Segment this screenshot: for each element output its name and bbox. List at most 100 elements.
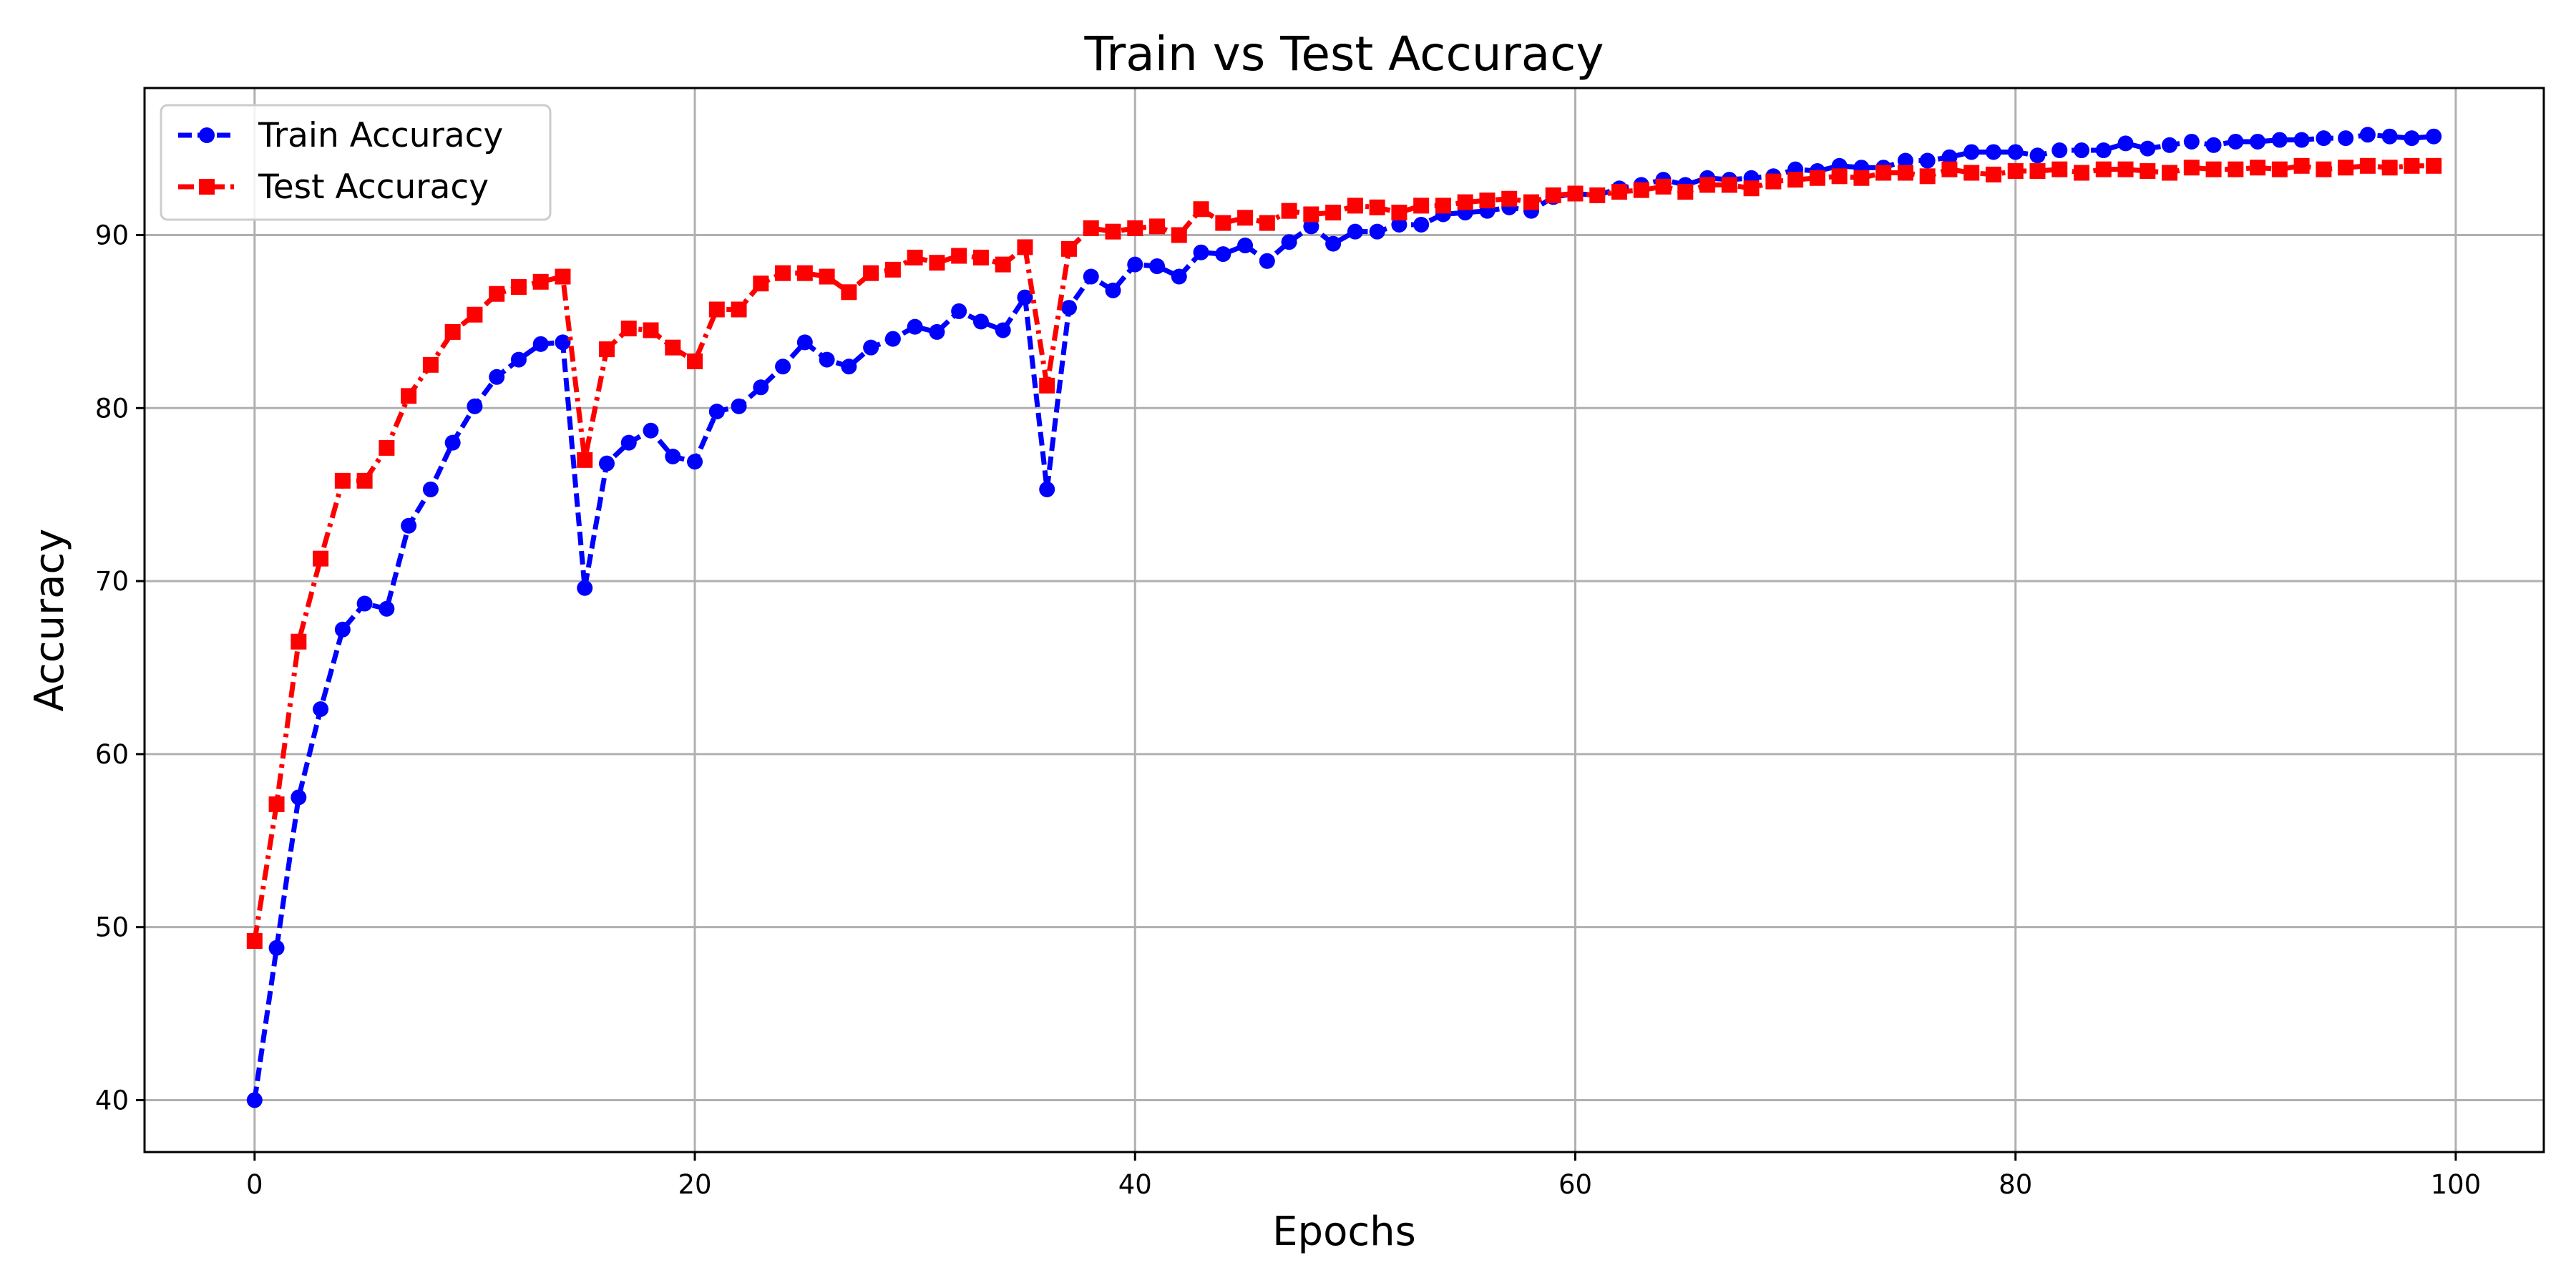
data-point (1963, 165, 1980, 181)
data-point (1060, 240, 1077, 257)
data-point (1699, 177, 1716, 193)
data-point (401, 517, 417, 534)
data-point (577, 580, 593, 596)
data-point (2205, 137, 2222, 153)
data-point (1215, 246, 1231, 263)
data-point (2095, 161, 2112, 177)
data-point (444, 434, 461, 451)
data-point (2271, 161, 2288, 177)
data-point (2162, 137, 2178, 153)
data-point (1083, 268, 1099, 285)
data-point (532, 273, 549, 290)
data-point (1105, 223, 1121, 240)
data-point (929, 323, 945, 340)
data-point (1435, 197, 1451, 214)
data-point (1060, 300, 1077, 316)
data-point (1919, 152, 1936, 169)
data-point (334, 472, 351, 489)
data-point (1501, 190, 1518, 207)
data-point (1039, 481, 1055, 497)
data-point (1919, 168, 1936, 185)
x-tick-label: 0 (246, 1169, 263, 1200)
data-point (2074, 165, 2090, 181)
data-point (687, 353, 703, 370)
data-point (1149, 258, 1166, 275)
data-point (819, 351, 835, 368)
data-point (1303, 206, 1319, 223)
data-point (1325, 235, 1342, 252)
legend-label: Train Accuracy (258, 116, 503, 155)
series-test (246, 157, 2442, 950)
data-point (951, 303, 967, 319)
data-point (1083, 220, 1099, 236)
data-point (2404, 130, 2420, 147)
data-point (775, 265, 791, 281)
data-point (1237, 238, 1254, 254)
data-point (2162, 165, 2178, 181)
data-point (2117, 161, 2134, 177)
data-point (951, 248, 967, 264)
data-point (731, 398, 747, 414)
data-point (401, 388, 417, 404)
legend-marker (199, 127, 215, 143)
data-point (708, 404, 725, 420)
data-point (731, 301, 747, 318)
data-point (796, 334, 813, 351)
data-point (1875, 165, 1892, 181)
plot-area (246, 127, 2442, 1108)
data-point (1193, 201, 1209, 218)
x-tick-label: 80 (1999, 1169, 2032, 1200)
data-point (1237, 210, 1254, 226)
data-point (246, 1092, 263, 1108)
data-point (2029, 147, 2046, 164)
data-point (2359, 127, 2376, 143)
ticks: 0 20 40 60 80 100 40 50 60 70 80 90 (95, 220, 2481, 1200)
data-point (819, 268, 835, 285)
data-point (995, 256, 1011, 273)
y-tick-label: 80 (95, 393, 129, 424)
data-point (1457, 194, 1473, 210)
data-point (1413, 197, 1430, 214)
data-point (555, 334, 571, 351)
data-point (1523, 194, 1539, 210)
data-point (1985, 144, 2001, 160)
data-point (1831, 168, 1848, 185)
data-point (1149, 218, 1166, 235)
data-point (291, 789, 307, 806)
data-point (753, 379, 769, 396)
data-point (1193, 244, 1209, 260)
data-point (444, 323, 461, 340)
data-point (643, 322, 659, 338)
data-point (268, 796, 285, 813)
data-point (422, 356, 439, 373)
data-point (863, 265, 879, 281)
data-point (995, 322, 1011, 338)
legend-box (160, 104, 552, 221)
data-point (1413, 217, 1430, 233)
x-tick-label: 100 (2431, 1169, 2482, 1200)
data-point (2183, 160, 2200, 176)
data-point (1743, 180, 1760, 197)
data-point (2316, 130, 2332, 147)
data-point (841, 284, 857, 301)
data-point (1677, 184, 1694, 200)
data-point (1655, 178, 1672, 195)
data-point (2404, 157, 2420, 174)
data-point (907, 249, 923, 265)
data-point (620, 321, 637, 337)
data-point (356, 595, 373, 612)
data-point (2426, 157, 2442, 174)
data-point (1325, 205, 1342, 221)
data-point (489, 369, 505, 385)
data-point (2183, 133, 2200, 150)
data-point (1897, 152, 1913, 169)
data-point (2271, 132, 2288, 148)
data-point (555, 268, 571, 285)
data-point (467, 398, 483, 414)
data-point (379, 439, 395, 456)
data-point (2293, 132, 2310, 148)
data-point (2228, 161, 2244, 177)
data-point (1369, 199, 1385, 215)
data-point (598, 341, 615, 358)
data-point (1633, 182, 1649, 198)
